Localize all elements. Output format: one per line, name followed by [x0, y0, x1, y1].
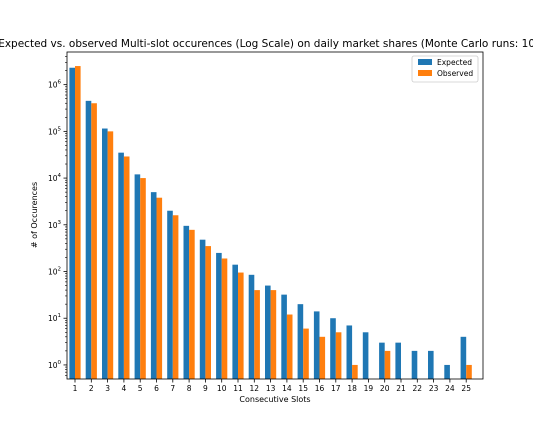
bar-observed-8 — [189, 229, 195, 379]
bar-expected-11 — [232, 264, 238, 379]
bar-observed-15 — [303, 328, 309, 379]
bar-expected-18 — [346, 325, 353, 379]
y-axis-label: # of Occurences — [30, 182, 39, 248]
x-tick-label: 3 — [105, 384, 110, 393]
x-tick-label: 2 — [89, 384, 94, 393]
bar-expected-14 — [281, 294, 287, 379]
x-tick-label: 19 — [364, 384, 374, 393]
plot-area: 1 2 3 4 5 6 7 8 9 10 11 12 13 14 15 16 17 18 19 20 21 22 23 24 2… — [48, 51, 484, 393]
bar-expected-22 — [411, 350, 418, 379]
y-tick-label: 100 — [48, 360, 62, 370]
x-tick-label: 12 — [250, 384, 260, 393]
bar-observed-2 — [91, 103, 97, 380]
bar-expected-8 — [183, 225, 190, 379]
x-tick-label: 22 — [413, 384, 423, 393]
x-tick-label: 21 — [396, 384, 406, 393]
bar-observed-9 — [205, 246, 211, 379]
y-axis-ticks: 100 101 102 103 104 105 106 — [48, 56, 67, 376]
x-tick-label: 13 — [266, 384, 276, 393]
bar-expected-25 — [460, 336, 467, 379]
bar-expected-2 — [85, 100, 92, 379]
bar-observed-11 — [238, 272, 244, 379]
bar-expected-7 — [167, 210, 173, 379]
x-tick-label: 25 — [461, 384, 471, 393]
bar-expected-19 — [362, 332, 369, 379]
legend: Expected Observed — [411, 55, 479, 83]
bar-observed-3 — [107, 131, 114, 379]
bar-expected-15 — [297, 304, 304, 379]
x-tick-label: 24 — [445, 384, 455, 393]
bar-observed-18 — [352, 364, 358, 379]
bar-observed-14 — [286, 314, 293, 379]
bar-observed-4 — [123, 156, 130, 379]
x-tick-label: 11 — [233, 384, 243, 393]
bar-observed-6 — [156, 197, 163, 379]
bar-observed-10 — [221, 258, 228, 379]
x-tick-label: 6 — [154, 384, 159, 393]
x-tick-label: 8 — [187, 384, 192, 393]
bar-observed-16 — [319, 336, 326, 379]
x-tick-label: 16 — [315, 384, 325, 393]
y-tick-label: 104 — [48, 173, 62, 183]
y-tick-label: 103 — [48, 220, 62, 230]
bar-expected-12 — [248, 274, 255, 379]
x-tick-label: 7 — [170, 384, 175, 393]
bar-expected-16 — [313, 311, 320, 379]
bar-observed-7 — [172, 215, 179, 379]
x-tick-label: 15 — [298, 384, 308, 393]
x-tick-label: 1 — [73, 384, 78, 393]
bar-observed-1 — [75, 66, 81, 379]
x-tick-label: 9 — [203, 384, 208, 393]
bar-expected-10 — [216, 252, 222, 379]
legend-swatch-expected — [418, 59, 432, 65]
x-axis-ticks: 1 2 3 4 5 6 7 8 9 10 11 12 13 14 15 16 17 18 19 20 21 22 23 24 2… — [73, 379, 471, 393]
bar-expected-21 — [395, 342, 401, 379]
bar-expected-20 — [379, 342, 385, 379]
axes-frame — [66, 51, 484, 380]
bar-expected-24 — [444, 364, 450, 379]
bar-observed-13 — [270, 290, 277, 379]
x-tick-label: 20 — [380, 384, 390, 393]
x-tick-label: 17 — [331, 384, 341, 393]
x-axis-label: Consecutive Slots — [239, 395, 310, 404]
bar-expected-13 — [265, 285, 271, 379]
bars-group — [69, 66, 472, 380]
bar-observed-12 — [254, 290, 260, 379]
chart-title: Expected vs. observed Multi-slot occuren… — [0, 38, 533, 50]
bar-expected-4 — [118, 152, 124, 379]
bar-observed-5 — [140, 178, 146, 379]
y-tick-label: 101 — [48, 313, 61, 323]
bar-expected-5 — [134, 174, 141, 379]
y-tick-label: 102 — [48, 267, 61, 277]
bar-expected-3 — [102, 128, 108, 379]
legend-swatch-observed — [418, 70, 432, 76]
bar-expected-6 — [150, 192, 157, 379]
bar-expected-9 — [199, 239, 206, 379]
bar-expected-1 — [69, 67, 75, 379]
bar-observed-17 — [335, 332, 342, 379]
x-tick-label: 14 — [282, 384, 292, 393]
bar-observed-20 — [384, 350, 391, 379]
x-tick-label: 5 — [138, 384, 143, 393]
y-tick-label: 105 — [48, 126, 62, 136]
x-tick-label: 4 — [122, 384, 127, 393]
legend-label-expected: Expected — [437, 58, 472, 67]
x-tick-label: 10 — [217, 384, 227, 393]
y-tick-label: 106 — [48, 80, 62, 90]
bar-expected-23 — [428, 350, 434, 379]
bar-expected-17 — [330, 318, 336, 379]
x-tick-label: 23 — [429, 384, 439, 393]
legend-label-observed: Observed — [437, 69, 473, 78]
x-tick-label: 18 — [347, 384, 357, 393]
bar-observed-25 — [466, 364, 472, 379]
